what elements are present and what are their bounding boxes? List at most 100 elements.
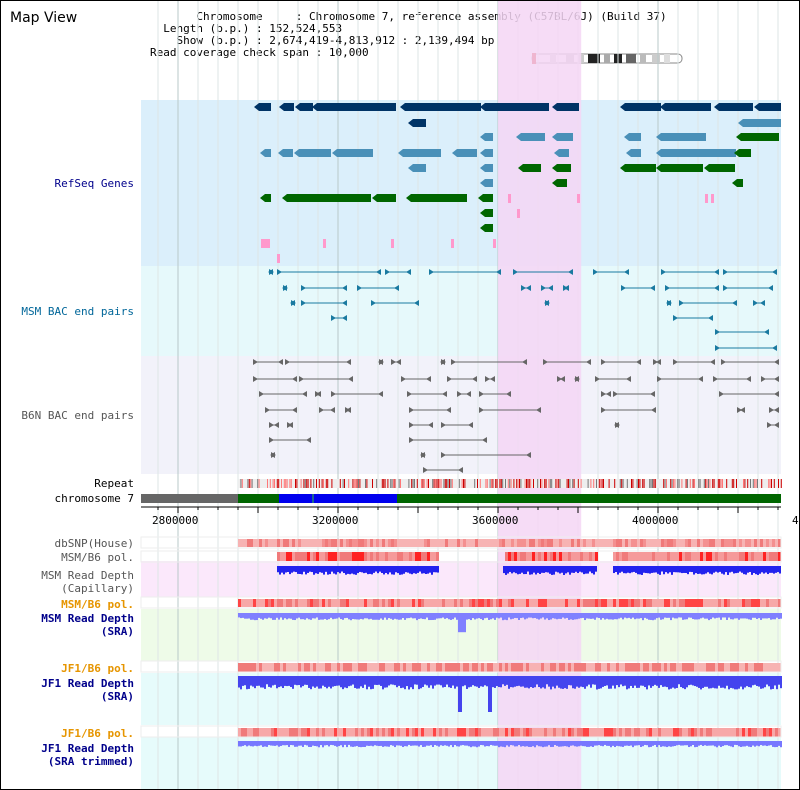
jf1-sra-pol-mark bbox=[529, 663, 532, 672]
jf1-sra-pol-mark bbox=[310, 663, 313, 672]
jf1-trim-pol-mark bbox=[427, 728, 430, 737]
repeat-mark bbox=[281, 479, 282, 488]
repeat-mark bbox=[653, 479, 655, 488]
jf1-sra-pol-mark bbox=[532, 663, 535, 672]
jf1-trim-pol-mark bbox=[478, 728, 481, 737]
msm-capillary-depth-bar bbox=[383, 566, 385, 575]
jf1-trim-depth-bar bbox=[610, 741, 612, 748]
msm-sra-pol-mark bbox=[376, 599, 379, 607]
msm-capillary-depth-bar bbox=[667, 566, 669, 574]
msm-capillary-pol-mark bbox=[316, 552, 319, 561]
msm-sra-depth-bar bbox=[602, 613, 604, 619]
msm-capillary-depth-bar bbox=[369, 566, 371, 574]
jf1-trim-pol-mark bbox=[613, 728, 616, 737]
jf1-trim-depth-bar bbox=[514, 741, 516, 747]
repeat-mark bbox=[524, 479, 526, 488]
b6n-bac-pair-end bbox=[713, 376, 718, 382]
msm-capillary-pol-mark bbox=[634, 552, 637, 561]
jf1-trim-depth-bar bbox=[756, 741, 758, 746]
msm-capillary-pol-mark bbox=[358, 552, 361, 561]
refseq-gene-arrow bbox=[400, 103, 405, 111]
jf1-trim-pol-mark bbox=[376, 728, 379, 737]
dbsnp-mark bbox=[691, 539, 694, 547]
jf1-trim-depth-bar bbox=[700, 741, 702, 745]
msm-capillary-depth-bar bbox=[573, 566, 575, 573]
jf1-sra-depth-bar bbox=[618, 676, 620, 688]
msm-sra-depth-bar bbox=[248, 613, 250, 619]
jf1-trim-pol-mark bbox=[766, 728, 769, 737]
msm-sra-depth-bar bbox=[370, 613, 372, 619]
msm-sra-pol-mark bbox=[325, 599, 328, 607]
dbsnp-mark bbox=[481, 539, 484, 547]
b6n-bac-pair-end bbox=[409, 437, 414, 443]
msm-sra-depth-bar bbox=[266, 613, 268, 619]
jf1-trim-pol-mark bbox=[730, 728, 733, 737]
refseq-gene-block bbox=[411, 194, 467, 202]
repeat-mark bbox=[489, 479, 491, 488]
msm-sra-depth-bar bbox=[500, 613, 502, 618]
b6n-bac-pair-end bbox=[428, 422, 433, 428]
jf1-trim-pol-mark bbox=[472, 728, 475, 737]
jf1-sra-depth-bar bbox=[390, 676, 392, 685]
b6n-bac-pair-end bbox=[253, 376, 258, 382]
dbsnp-mark bbox=[328, 539, 331, 547]
dbsnp-mark bbox=[616, 539, 619, 547]
jf1-trim-pol-mark bbox=[469, 728, 472, 737]
b6n-bac-pair-end bbox=[396, 359, 401, 365]
jf1-trim-pol-mark bbox=[244, 728, 247, 737]
msm-sra-depth-bar bbox=[648, 613, 650, 620]
jf1-sra-depth-bar bbox=[604, 676, 606, 686]
jf1-sra-depth-bar bbox=[432, 676, 434, 689]
jf1-sra-depth-bar bbox=[518, 676, 520, 686]
jf1-sra-pol-mark bbox=[748, 663, 751, 672]
dbsnp-mark bbox=[595, 539, 598, 547]
jf1-trim-pol-mark bbox=[370, 728, 373, 737]
msm-capillary-depth-bar bbox=[343, 566, 345, 574]
repeat-mark bbox=[485, 479, 487, 488]
msm-sra-depth-bar bbox=[384, 613, 386, 618]
jf1-trim-pol-mark bbox=[247, 728, 250, 737]
msm-capillary-pol-mark bbox=[550, 552, 553, 561]
msm-capillary-depth-bar bbox=[773, 566, 775, 574]
jf1-trim-pol-mark bbox=[484, 728, 487, 737]
jf1-trim-depth-bar bbox=[368, 741, 370, 746]
jf1-trim-depth-bar bbox=[278, 741, 280, 747]
jf1-sra-depth-bar bbox=[354, 676, 356, 688]
msm-capillary-pol-mark bbox=[310, 552, 313, 561]
msm-sra-depth-bar bbox=[442, 613, 444, 618]
jf1-trim-depth-bar bbox=[698, 741, 700, 746]
dbsnp-mark bbox=[241, 539, 244, 547]
jf1-trim-pol-mark bbox=[349, 728, 352, 737]
jf1-trim-depth-bar bbox=[360, 741, 362, 748]
jf1-sra-depth-bar bbox=[576, 676, 578, 687]
jf1-sra-depth-bar bbox=[778, 676, 780, 685]
repeat-mark bbox=[463, 479, 464, 488]
jf1-sra-pol-mark bbox=[499, 663, 502, 672]
jf1-sra-depth-bar bbox=[372, 676, 374, 689]
msm-capillary-depth-bar bbox=[709, 566, 711, 574]
jf1-trim-pol-mark bbox=[241, 728, 244, 737]
msm-bac-pair-end bbox=[513, 269, 518, 275]
msm-sra-depth-bar bbox=[344, 613, 346, 619]
msm-sra-depth-bar bbox=[430, 613, 432, 621]
dbsnp-mark bbox=[346, 539, 349, 547]
jf1-trim-pol-mark bbox=[301, 728, 304, 737]
jf1-trim-pol-mark bbox=[394, 728, 397, 737]
b6n-bac-pair-end bbox=[737, 407, 742, 413]
msm-capillary-depth-bar bbox=[745, 566, 747, 575]
jf1-trim-depth-bar bbox=[662, 741, 664, 747]
jf1-sra-depth-bar bbox=[302, 676, 304, 687]
jf1-trim-pol-mark bbox=[466, 728, 469, 737]
jf1-trim-depth-bar bbox=[582, 741, 584, 747]
jf1-sra-pol-mark bbox=[736, 663, 739, 672]
repeat-mark bbox=[366, 479, 368, 488]
jf1-sra-depth-bar bbox=[290, 676, 292, 687]
msm-sra-depth-bar bbox=[318, 613, 320, 620]
msm-capillary-depth-bar bbox=[715, 566, 717, 572]
msm-sra-depth-bar bbox=[382, 613, 384, 620]
dbsnp-mark bbox=[556, 539, 559, 547]
repeat-mark bbox=[426, 479, 428, 488]
jf1-trim-pol-mark bbox=[718, 728, 721, 737]
repeat-mark bbox=[331, 479, 333, 488]
